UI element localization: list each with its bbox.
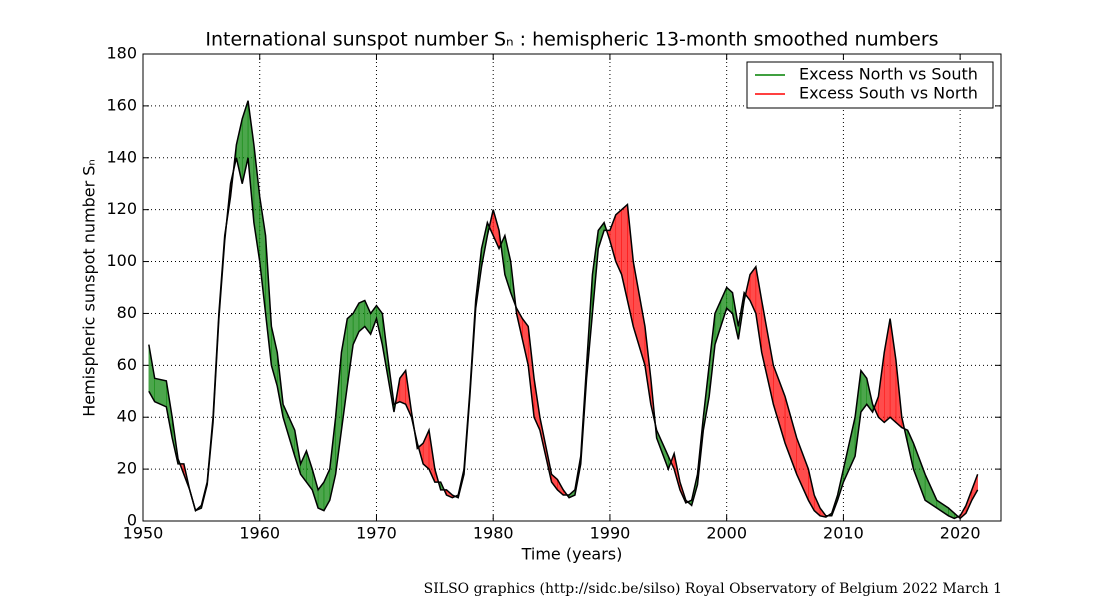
y-tick-label: 140 [106,147,137,166]
x-tick-label: 2000 [706,524,747,543]
hemisphere-line [148,157,979,520]
y-tick-label: 20 [117,459,137,478]
x-tick-label: 1970 [356,524,397,543]
excess-area [796,437,809,501]
y-tick-label: 80 [117,303,137,322]
legend-label: Excess North vs South [799,65,978,84]
y-tick-label: 100 [106,251,137,270]
x-tick-label: 1980 [473,524,514,543]
x-tick-label: 2010 [823,524,864,543]
plot-frame [142,53,1002,522]
y-tick-label: 180 [106,44,137,63]
y-tick-label: 0 [127,511,137,530]
y-tick-label: 120 [106,199,137,218]
x-tick-label: 1960 [239,524,280,543]
x-axis-label: Time (years) [521,545,623,564]
x-tick-label: 1990 [590,524,631,543]
legend-box [746,61,994,109]
footer: SILSO graphics (http://sidc.be/silso) Ro… [424,581,1002,597]
y-tick-label: 60 [117,355,137,374]
x-tick-label: 1950 [123,524,164,543]
excess-area [773,365,786,444]
excess-area [627,204,634,327]
excess-area [784,396,797,475]
y-axis-label: Hemispheric sunspot number Sₙ [80,159,99,417]
x-tick-label: 2020 [940,524,981,543]
excess-area [936,499,949,517]
chart-title: International sunspot number Sₙ : hemisp… [205,29,938,51]
y-tick-label: 40 [117,407,137,426]
legend-label: Excess South vs North [799,84,978,103]
y-tick-label: 160 [106,95,137,114]
